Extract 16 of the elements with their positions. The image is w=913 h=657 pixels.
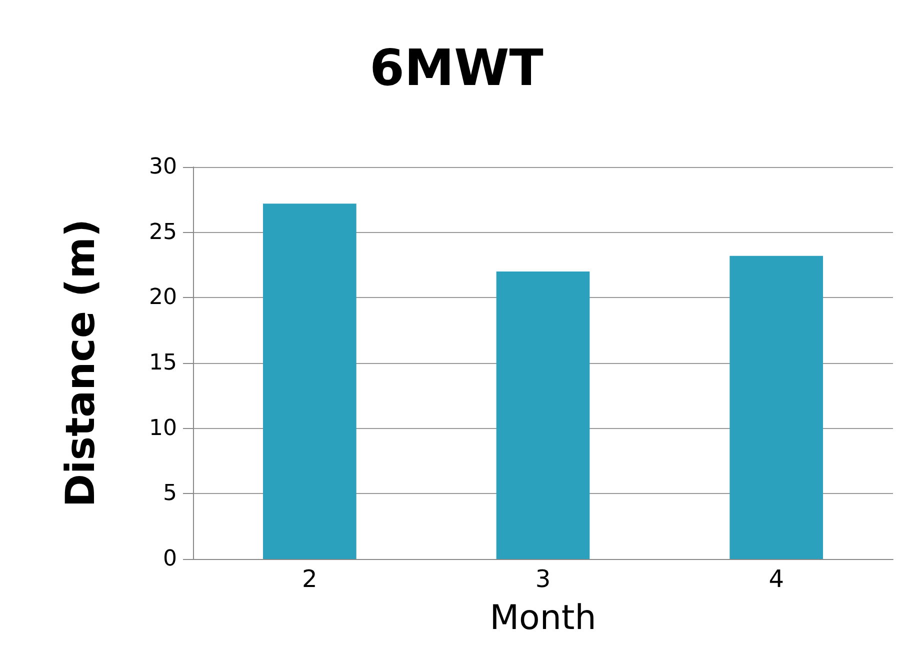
y-axis-title: Distance (m) [58, 218, 104, 508]
bar [730, 256, 823, 559]
x-tick-label: 2 [302, 565, 318, 593]
y-tick-label: 30 [149, 154, 177, 180]
bar [263, 204, 356, 559]
y-tick-label: 10 [149, 416, 177, 441]
x-axis-title: Month [490, 598, 596, 638]
x-tick-label: 3 [535, 565, 551, 593]
y-tick-label: 5 [163, 481, 177, 506]
chart-title: 6MWT [370, 39, 544, 97]
y-tick-label: 15 [149, 350, 177, 376]
y-tick-label: 25 [149, 220, 177, 245]
y-tick-label: 0 [163, 546, 177, 572]
x-tick-label: 4 [768, 565, 784, 593]
y-tick-label: 20 [149, 285, 177, 310]
bar [496, 272, 590, 559]
